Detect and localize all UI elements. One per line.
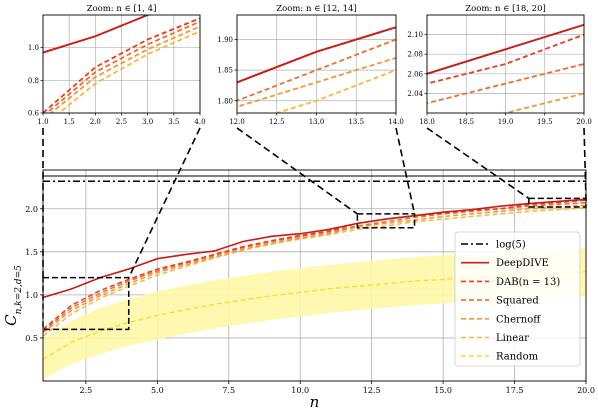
series-line-linear	[42, 207, 587, 337]
inset-y-tick-label: 1.90	[217, 36, 233, 44]
y-tick-label: 2.0	[25, 205, 38, 214]
inset-y-tick-label: 1.85	[217, 67, 233, 75]
series-line-squared	[427, 63, 584, 105]
y-axis-label: Cn,k=2,d=5	[2, 265, 24, 326]
zoom-connector-line	[128, 127, 201, 278]
inset-title: Zoom: n ∈ [12, 14]	[276, 4, 357, 14]
inset-x-tick-label: 19.5	[537, 118, 553, 126]
y-axis-label-subscript: n,k=2,d=5	[14, 265, 24, 315]
inset-x-tick-label: 20.0	[576, 118, 592, 126]
series-line-dab-n-13-	[42, 199, 587, 330]
inset-x-tick-label: 12.0	[229, 118, 245, 126]
series-line-dab-n-13-	[427, 33, 584, 85]
series-line-dab-n-13-	[43, 17, 200, 113]
x-tick-label: 7.5	[222, 386, 235, 395]
inset-title: Zoom: n ∈ [1, 4]	[87, 4, 157, 14]
series-line-linear	[57, 30, 200, 113]
zoom-region-box	[356, 213, 416, 229]
inset-x-tick-label: 13.0	[309, 118, 325, 126]
zoom-connector-line	[395, 127, 416, 215]
x-tick-label: 2.5	[80, 386, 93, 395]
x-tick-label: 15.0	[434, 386, 452, 395]
inset-x-tick-label: 18.5	[458, 118, 474, 126]
y-tick-label: 0.5	[25, 334, 38, 343]
inset-x-tick-label: 13.5	[348, 118, 364, 126]
series-line-chernoff	[42, 204, 587, 334]
inset-y-tick-label: 1.80	[217, 97, 233, 105]
inset-y-tick-label: 2.06	[407, 70, 423, 78]
inset-x-tick-label: 3.5	[168, 118, 179, 126]
y-tick-label: 1.0	[25, 291, 38, 300]
series-line-linear	[273, 69, 396, 113]
legend-label: Random	[496, 352, 539, 363]
inset-x-tick-label: 2.5	[116, 118, 127, 126]
series-line-chernoff	[237, 56, 396, 108]
series-line-deepdive	[237, 26, 396, 84]
inset-y-tick-label: 2.10	[407, 31, 423, 39]
zoom-inset-2: 12.0 12.5 13.0 13.5 14.0 1.80 1.85 1.90 Zoom: n …	[217, 4, 404, 126]
x-tick-label: 17.5	[506, 386, 524, 395]
series-line-chernoff	[49, 25, 200, 113]
inset-x-tick-label: 2.0	[90, 118, 101, 126]
series-line-deepdive	[427, 23, 584, 75]
series-line-deepdive	[43, 15, 151, 54]
x-axis-label: n	[310, 393, 320, 410]
x-tick-label: 5.0	[151, 386, 164, 395]
x-tick-label: 12.5	[363, 386, 381, 395]
zoom-region-box	[528, 197, 587, 208]
inset-title: Zoom: n ∈ [18, 20]	[465, 4, 546, 14]
legend-label: Chernoff	[496, 314, 541, 325]
random-confidence-band	[43, 247, 586, 380]
inset-x-tick-label: 4.0	[194, 118, 205, 126]
legend: log(5) DeepDIVE DAB(n = 13) Squared Chernoff…	[454, 231, 581, 367]
inset-x-tick-label: 14.0	[388, 118, 404, 126]
zoom-connector-line	[583, 127, 587, 199]
x-tick-label: 10.0	[291, 386, 309, 395]
inset-x-tick-label: 19.0	[498, 118, 514, 126]
legend-label: Linear	[496, 333, 529, 344]
inset-x-tick-label: 3.0	[142, 118, 153, 126]
legend-label: DeepDIVE	[496, 258, 549, 269]
inset-y-tick-label: 0.8	[28, 77, 39, 85]
inset-y-tick-label: 2.04	[407, 90, 423, 98]
x-tick-label: 20.0	[577, 386, 595, 395]
inset-y-tick-label: 1.0	[28, 44, 39, 52]
zoom-connector-line	[426, 127, 530, 200]
zoom-connector-line	[236, 127, 358, 215]
inset-x-tick-label: 18.0	[419, 118, 435, 126]
legend-label: DAB(n = 13)	[496, 277, 560, 288]
inset-y-tick-label: 0.6	[28, 110, 40, 118]
legend-label: Squared	[496, 296, 539, 307]
inset-y-tick-label: 2.08	[407, 51, 423, 59]
legend-label: log(5)	[496, 240, 526, 251]
inset-x-tick-label: 12.5	[269, 118, 285, 126]
zoom-inset-3: 18.0 18.5 19.0 19.5 20.0 2.04 2.06 2.08 2.10 Zoom…	[407, 4, 592, 126]
zoom-inset-1: 1.0 1.5 2.0 2.5 3.0 3.5 4.0 0.6 0.8 1.0 Zoom: n ∈ …	[28, 4, 206, 126]
inset-x-tick-label: 1.0	[37, 118, 48, 126]
inset-x-tick-label: 1.5	[64, 118, 75, 126]
y-tick-label: 1.5	[25, 248, 38, 257]
legend-box	[454, 231, 581, 367]
